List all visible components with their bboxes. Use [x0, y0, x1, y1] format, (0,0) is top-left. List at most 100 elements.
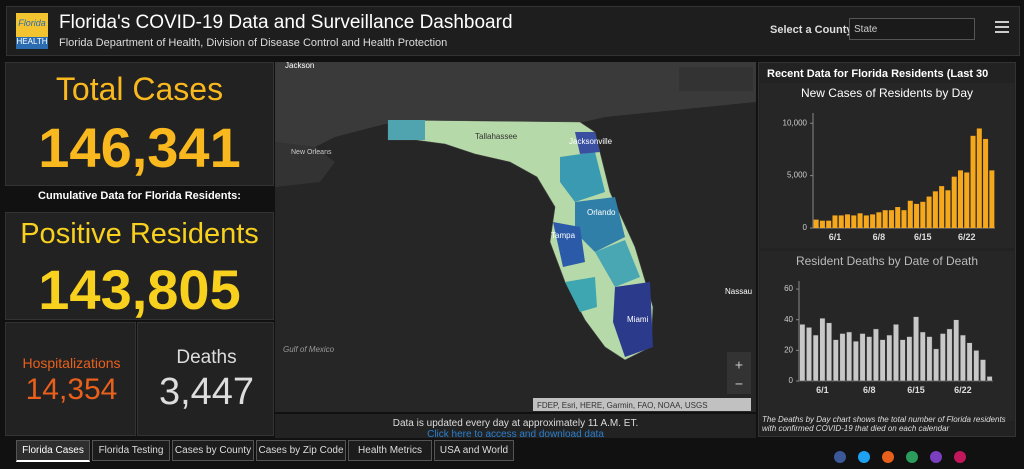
bar	[846, 331, 853, 382]
attribution-bg	[533, 398, 751, 411]
county-shade	[560, 152, 605, 202]
bar	[838, 215, 844, 228]
map-label: New Orleans	[291, 149, 332, 156]
tab[interactable]: Cases by County	[172, 440, 254, 461]
bar	[882, 210, 888, 228]
bar	[866, 336, 873, 382]
bar	[959, 334, 966, 382]
panel-title: Recent Data for Florida Residents (Last …	[767, 68, 989, 80]
x-tick-label: 6/22	[954, 385, 972, 395]
positive-panel: Positive Residents 143,805	[5, 212, 274, 321]
x-tick-label: 6/15	[914, 232, 932, 242]
bar	[819, 220, 825, 228]
county-shade	[565, 277, 597, 312]
county-shade	[595, 240, 640, 287]
bar	[851, 215, 857, 228]
map-label: Tallahassee	[475, 132, 518, 141]
bar	[970, 135, 976, 228]
map-label: Jackson	[285, 62, 314, 70]
icon[interactable]	[906, 451, 918, 463]
social-icons	[833, 450, 983, 463]
bar	[914, 203, 920, 228]
icons	[834, 451, 966, 463]
county-shade	[613, 282, 653, 357]
tab[interactable]: USA and World	[434, 440, 514, 461]
bar	[870, 214, 876, 228]
bar	[906, 336, 913, 382]
map-toolbar[interactable]	[679, 67, 753, 91]
bar	[919, 331, 926, 382]
bar	[826, 220, 832, 228]
zoom-in[interactable]: +	[735, 357, 743, 373]
hospitalizations-value: 14,354	[25, 373, 118, 406]
logo: Florida HEALTH	[16, 13, 48, 49]
map-label: Jacksonville	[569, 137, 613, 146]
bar	[826, 322, 833, 382]
bar	[901, 210, 907, 228]
map-label: Tampa	[551, 231, 576, 240]
y-tick-label: 40	[784, 315, 793, 324]
x-tick-label: 6/22	[958, 232, 976, 242]
bar	[989, 170, 995, 228]
bar	[983, 138, 989, 228]
bar	[957, 170, 963, 228]
map-label: Nassau	[725, 287, 752, 296]
icon[interactable]	[834, 451, 846, 463]
logo-top: Florida	[18, 18, 46, 28]
icon[interactable]	[858, 451, 870, 463]
icon[interactable]	[882, 451, 894, 463]
county-select[interactable]: State	[849, 18, 975, 40]
x-tick-label: 6/8	[873, 232, 886, 242]
bar	[973, 350, 980, 382]
bar	[859, 333, 866, 382]
bar	[939, 186, 945, 228]
bar	[895, 207, 901, 228]
icon[interactable]	[930, 451, 942, 463]
bar	[812, 334, 819, 382]
map-label: Gulf of Mexico	[283, 345, 335, 354]
bar	[933, 348, 940, 382]
bar	[857, 213, 863, 228]
bar	[888, 210, 894, 228]
bar	[980, 359, 986, 382]
y-tick-label: 0	[789, 376, 794, 385]
bar	[964, 172, 970, 228]
attribution: FDEP, Esri, HERE, Garmin, FAO, NOAA, USG…	[537, 401, 708, 410]
bar	[913, 316, 919, 382]
bar	[839, 333, 846, 382]
tab[interactable]: Florida Testing	[92, 440, 170, 461]
zoom-control[interactable]	[727, 352, 751, 394]
positive-label: Positive Residents	[20, 218, 259, 250]
x-tick-label: 6/15	[907, 385, 925, 395]
bar	[953, 319, 960, 382]
right-panel: Recent Data for Florida Residents (Last …	[758, 62, 1016, 437]
tab[interactable]: Florida Cases	[16, 440, 90, 462]
hospitalizations-label: Hospitalizations	[22, 355, 121, 371]
bar	[926, 196, 932, 228]
tab[interactable]: Health Metrics	[348, 440, 432, 461]
menu-icon[interactable]	[995, 21, 1009, 33]
zoom-out[interactable]: −	[735, 376, 743, 392]
bar	[966, 342, 973, 382]
bar	[920, 201, 926, 228]
bar	[893, 324, 899, 382]
bar	[863, 215, 869, 228]
bar	[976, 128, 982, 228]
deaths-value: 3,447	[158, 371, 255, 413]
bar	[945, 190, 951, 228]
tab[interactable]: Cases by Zip Code	[256, 440, 346, 461]
note: The Deaths by Day chart shows the total …	[762, 415, 1006, 433]
cumulative-note: Cumulative Data for Florida Residents:	[38, 190, 241, 202]
download-link[interactable]: Click here to access and download data	[427, 429, 604, 440]
bar	[907, 200, 913, 228]
icon[interactable]	[954, 451, 966, 463]
land	[275, 62, 756, 147]
subtitle: Florida Department of Health, Division o…	[59, 37, 448, 49]
logo-bottom: HEALTH	[16, 37, 48, 49]
county-shade	[553, 222, 585, 267]
total-cases-panel: Total Cases 146,341	[5, 62, 274, 186]
x-tick-label: 6/8	[863, 385, 876, 395]
bar	[932, 191, 938, 228]
hospitalizations-panel: Hospitalizations 14,354	[5, 322, 136, 436]
